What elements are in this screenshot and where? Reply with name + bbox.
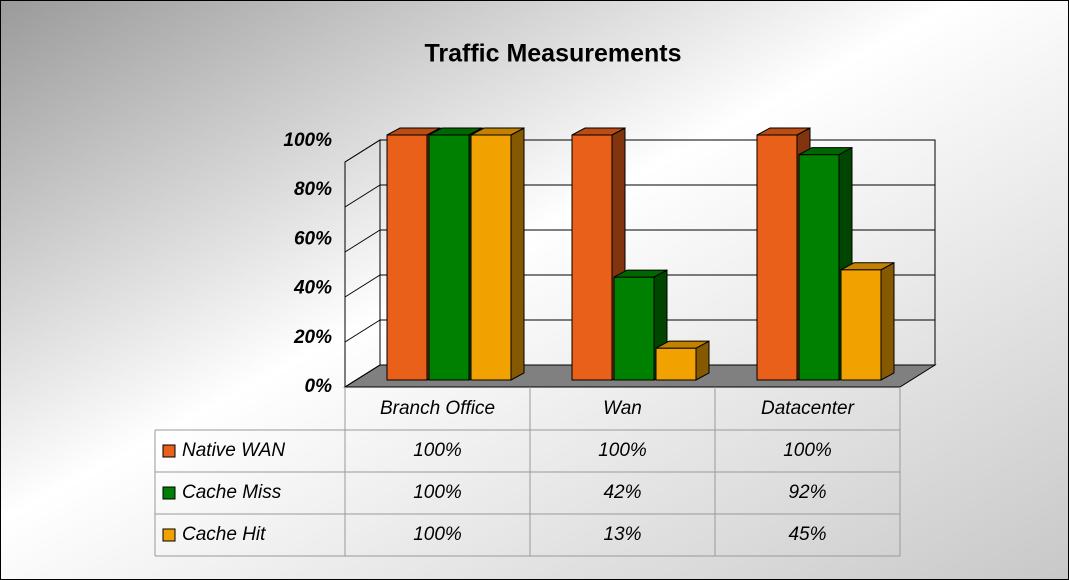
side-grid-line <box>344 184 381 208</box>
legend-label: Cache Hit <box>182 524 266 545</box>
bar-side <box>510 127 525 381</box>
table-value: 100% <box>413 524 462 545</box>
side-grid-line <box>344 229 381 253</box>
bar-front <box>655 347 697 381</box>
side-grid-line <box>344 364 381 388</box>
bar <box>470 127 525 381</box>
bar-front <box>386 134 428 381</box>
bar-top <box>470 127 525 136</box>
y-tick-label: 0% <box>305 376 333 397</box>
side-grid-line <box>344 274 381 298</box>
bar-side <box>880 261 895 381</box>
table-value: 45% <box>788 524 826 545</box>
legend-label: Cache Miss <box>182 482 282 503</box>
x-tick-label: Datacenter <box>761 398 855 419</box>
legend-swatch <box>162 444 176 458</box>
table-value: 100% <box>783 440 832 461</box>
x-tick-label: Branch Office <box>380 398 495 419</box>
legend-swatch <box>162 486 176 500</box>
table-value: 13% <box>603 524 641 545</box>
y-tick-label: 40% <box>293 278 332 299</box>
bar-front <box>428 134 470 381</box>
bar-top <box>756 127 811 136</box>
bar-top <box>428 127 483 136</box>
chart-title: Traffic Measurements <box>424 40 681 68</box>
bar-top <box>798 147 853 156</box>
table-value: 100% <box>598 440 647 461</box>
legend-swatch <box>162 528 176 542</box>
bar-front <box>470 134 512 381</box>
bar-top <box>571 127 626 136</box>
x-tick-label: Wan <box>603 398 642 419</box>
bar-front <box>798 154 840 381</box>
bar <box>840 261 895 381</box>
y-tick-label: 20% <box>293 327 332 348</box>
bar-front <box>571 134 613 381</box>
legend-label: Native WAN <box>182 440 285 461</box>
y-tick-label: 60% <box>294 228 332 249</box>
y-tick-label: 80% <box>294 179 332 200</box>
side-grid-line <box>344 319 381 343</box>
bar-top <box>613 269 668 278</box>
bar-front <box>840 269 882 381</box>
bar-top <box>840 262 895 271</box>
table-value: 100% <box>413 482 462 503</box>
table-value: 42% <box>603 482 641 503</box>
table-value: 100% <box>413 440 462 461</box>
bar-front <box>613 276 655 381</box>
bar <box>655 340 710 381</box>
table-value: 92% <box>788 482 826 503</box>
bar-top <box>655 340 710 349</box>
side-grid-line <box>344 139 381 163</box>
bar-front <box>756 134 798 381</box>
bar-top <box>386 127 441 136</box>
y-tick-label: 100% <box>283 130 332 151</box>
